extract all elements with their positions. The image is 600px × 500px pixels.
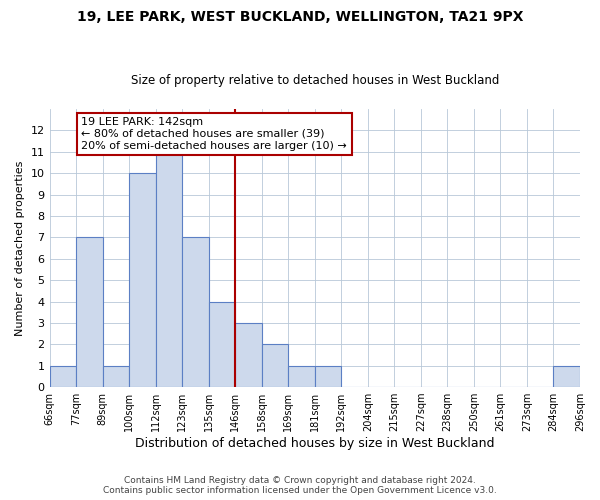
Bar <box>288 366 315 387</box>
Bar <box>315 366 341 387</box>
Bar <box>235 323 262 387</box>
Text: 19 LEE PARK: 142sqm
← 80% of detached houses are smaller (39)
20% of semi-detach: 19 LEE PARK: 142sqm ← 80% of detached ho… <box>82 118 347 150</box>
X-axis label: Distribution of detached houses by size in West Buckland: Distribution of detached houses by size … <box>135 437 494 450</box>
Bar <box>76 238 103 387</box>
Bar <box>50 366 76 387</box>
Bar <box>182 238 209 387</box>
Bar <box>129 173 155 387</box>
Bar <box>155 152 182 387</box>
Bar <box>553 366 580 387</box>
Y-axis label: Number of detached properties: Number of detached properties <box>15 160 25 336</box>
Bar <box>209 302 235 387</box>
Bar <box>103 366 129 387</box>
Text: 19, LEE PARK, WEST BUCKLAND, WELLINGTON, TA21 9PX: 19, LEE PARK, WEST BUCKLAND, WELLINGTON,… <box>77 10 523 24</box>
Bar <box>262 344 288 387</box>
Title: Size of property relative to detached houses in West Buckland: Size of property relative to detached ho… <box>131 74 499 87</box>
Text: Contains HM Land Registry data © Crown copyright and database right 2024.
Contai: Contains HM Land Registry data © Crown c… <box>103 476 497 495</box>
